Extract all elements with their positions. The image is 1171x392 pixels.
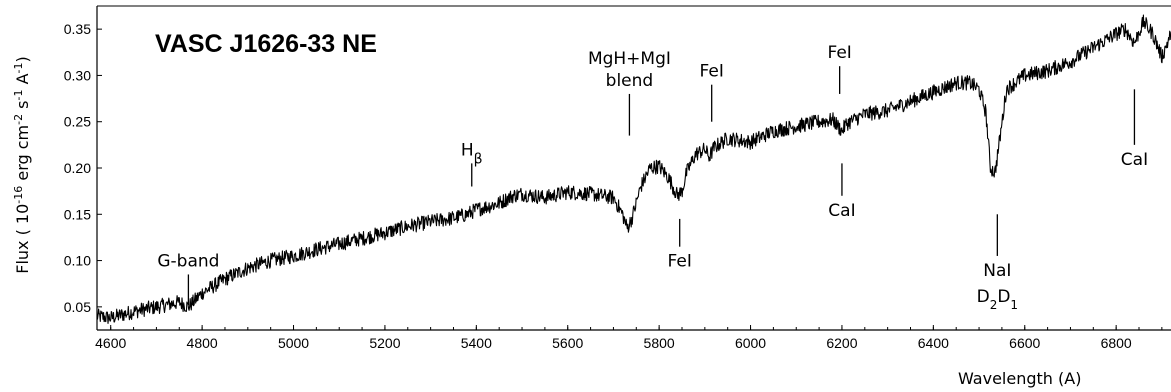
y-tick-label: 0.25 — [64, 114, 91, 130]
y-tick-label: 0.30 — [64, 67, 91, 83]
series-layer — [96, 14, 1171, 324]
annotation-label: FeI — [668, 252, 692, 272]
y-axis-ticks: 0.05 0.10 0.15 0.20 0.25 0.30 0.35 — [64, 21, 102, 315]
annotation-subscript: β — [474, 151, 483, 167]
annotation-cai-6200: CaI — [828, 163, 856, 221]
annotation-label-2: blend — [606, 71, 654, 91]
annotation-label: NaI — [983, 261, 1011, 281]
annotation-fei-5915: FeI — [700, 62, 724, 122]
x-tick-label: 6000 — [735, 335, 766, 351]
annotation-label: G-band — [157, 251, 219, 271]
annotation-label: CaI — [828, 201, 855, 221]
spectrum-line — [96, 14, 1171, 324]
y-tick-label: 0.15 — [64, 206, 91, 222]
annotation-g-band: G-band — [157, 251, 219, 306]
annotation-label: FeI — [700, 62, 724, 82]
annotation-label-2: D2D1 — [977, 287, 1018, 312]
y-tick-label: 0.35 — [64, 21, 91, 37]
x-tick-label: 6200 — [826, 335, 857, 351]
x-tick-label: 6400 — [918, 335, 949, 351]
annotation-nai: NaI D2D1 — [977, 214, 1018, 312]
y-tick-label: 0.20 — [64, 160, 91, 176]
x-axis-label: Wavelength (A) — [958, 369, 1081, 388]
annotation-label: Hβ — [461, 140, 483, 167]
annotation-label: FeI — [827, 43, 851, 63]
x-tick-label: 6800 — [1101, 335, 1132, 351]
x-tick-label: 5600 — [552, 335, 583, 351]
x-tick-label: 4800 — [187, 335, 218, 351]
x-tick-label: 5200 — [369, 335, 400, 351]
x-tick-label: 5000 — [278, 335, 309, 351]
y-tick-label: 0.05 — [64, 299, 91, 315]
annotation-hbeta: Hβ — [461, 140, 483, 187]
annotation-label: MgH+MgI — [588, 49, 671, 69]
annotation-cai-6840: CaI — [1121, 89, 1148, 170]
y-axis-label: Flux ( 10-16 erg cm-2 s-1 A-1) — [12, 56, 33, 273]
annotation-fei-6190: FeI — [827, 43, 852, 94]
annotation-fei-5845: FeI — [668, 218, 692, 272]
annotation-label: CaI — [1121, 150, 1148, 170]
x-tick-label: 6600 — [1009, 335, 1040, 351]
x-tick-label: 5400 — [461, 335, 492, 351]
x-tick-label: 4600 — [95, 335, 126, 351]
x-tick-label: 5800 — [644, 335, 675, 351]
chart-title: VASC J1626-33 NE — [155, 30, 377, 58]
y-tick-label: 0.10 — [64, 253, 91, 269]
x-axis-ticks: 4600 4800 5000 5200 5400 5600 5800 6000 6200 6400… — [95, 325, 1163, 351]
